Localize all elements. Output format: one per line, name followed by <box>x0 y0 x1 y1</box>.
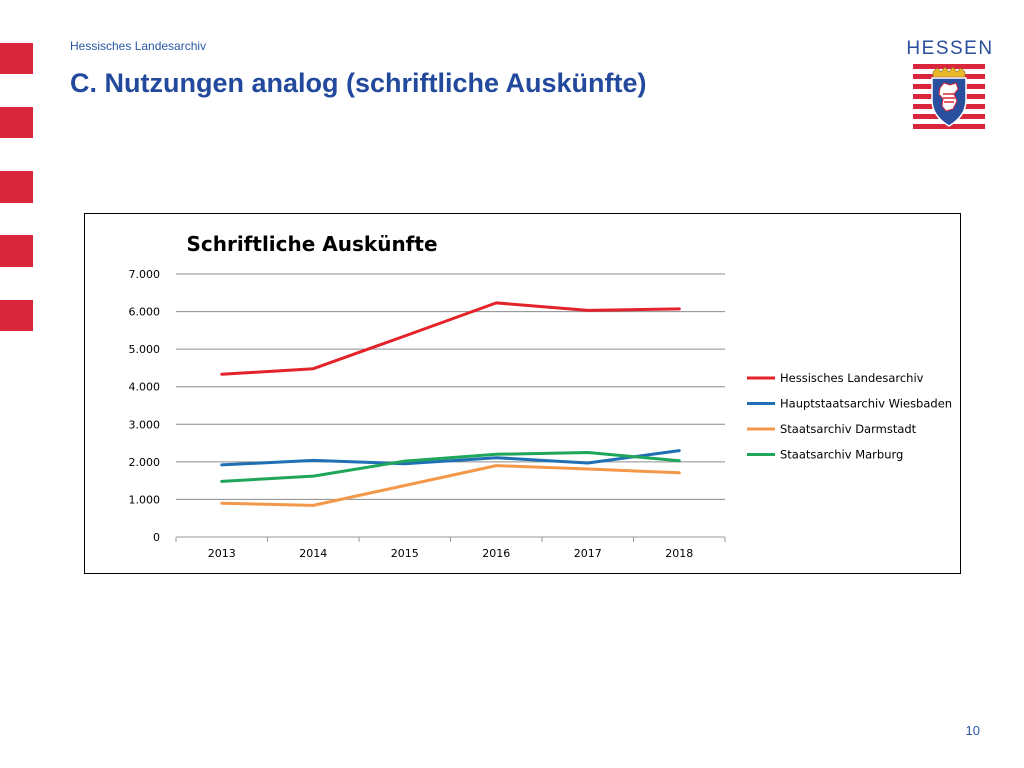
chart-series <box>220 301 681 507</box>
hessen-logo: HESSEN <box>905 38 995 129</box>
side-bar-1 <box>0 43 33 74</box>
y-tick-label: 6.000 <box>129 306 161 319</box>
x-tick-label: 2017 <box>574 547 602 560</box>
x-tick-label: 2013 <box>208 547 236 560</box>
y-tick-label: 0 <box>153 531 160 544</box>
chart-title: Schriftliche Auskünfte <box>186 232 437 256</box>
y-tick-label: 7.000 <box>129 268 161 281</box>
slide-title: C. Nutzungen analog (schriftliche Auskün… <box>70 68 647 98</box>
x-tick-label: 2015 <box>391 547 419 560</box>
legend-label: Staatsarchiv Darmstadt <box>780 422 917 436</box>
chart-grid <box>176 273 725 538</box>
x-tick-label: 2018 <box>665 547 693 560</box>
chart-axes: 0 1.000 2.000 3.000 4.000 5.000 6.000 7.000 2013… <box>129 268 726 560</box>
side-bar-2 <box>0 107 33 138</box>
series-line <box>220 451 681 483</box>
series-line <box>220 301 681 376</box>
legend-label: Hauptstaatsarchiv Wiesbaden <box>780 397 952 411</box>
series-line <box>220 449 681 467</box>
legend-label: Staatsarchiv Marburg <box>780 448 903 462</box>
chart-legend: Hessisches Landesarchiv Hauptstaatsarchiv… <box>747 371 952 462</box>
side-bar-4 <box>0 235 33 267</box>
series-line <box>220 464 681 507</box>
logo-text: HESSEN <box>906 38 994 59</box>
legend-label: Hessisches Landesarchiv <box>780 371 924 385</box>
page-number: 10 <box>965 723 980 738</box>
side-bar-3 <box>0 171 33 203</box>
y-tick-label: 3.000 <box>129 418 161 431</box>
line-chart: Schriftliche Auskünfte 0 1.000 2.000 3.000 4… <box>129 232 953 560</box>
side-bar-5 <box>0 300 33 331</box>
y-tick-label: 2.000 <box>129 456 161 469</box>
y-tick-label: 4.000 <box>129 381 161 394</box>
coat-of-arms-icon <box>913 64 985 129</box>
y-tick-label: 5.000 <box>129 343 161 356</box>
y-tick-label: 1.000 <box>129 493 161 506</box>
x-tick-label: 2016 <box>482 547 510 560</box>
x-tick-label: 2014 <box>299 547 327 560</box>
chart-frame: Schriftliche Auskünfte 0 1.000 2.000 3.000 4… <box>84 213 961 574</box>
org-name: Hessisches Landesarchiv <box>70 39 207 53</box>
